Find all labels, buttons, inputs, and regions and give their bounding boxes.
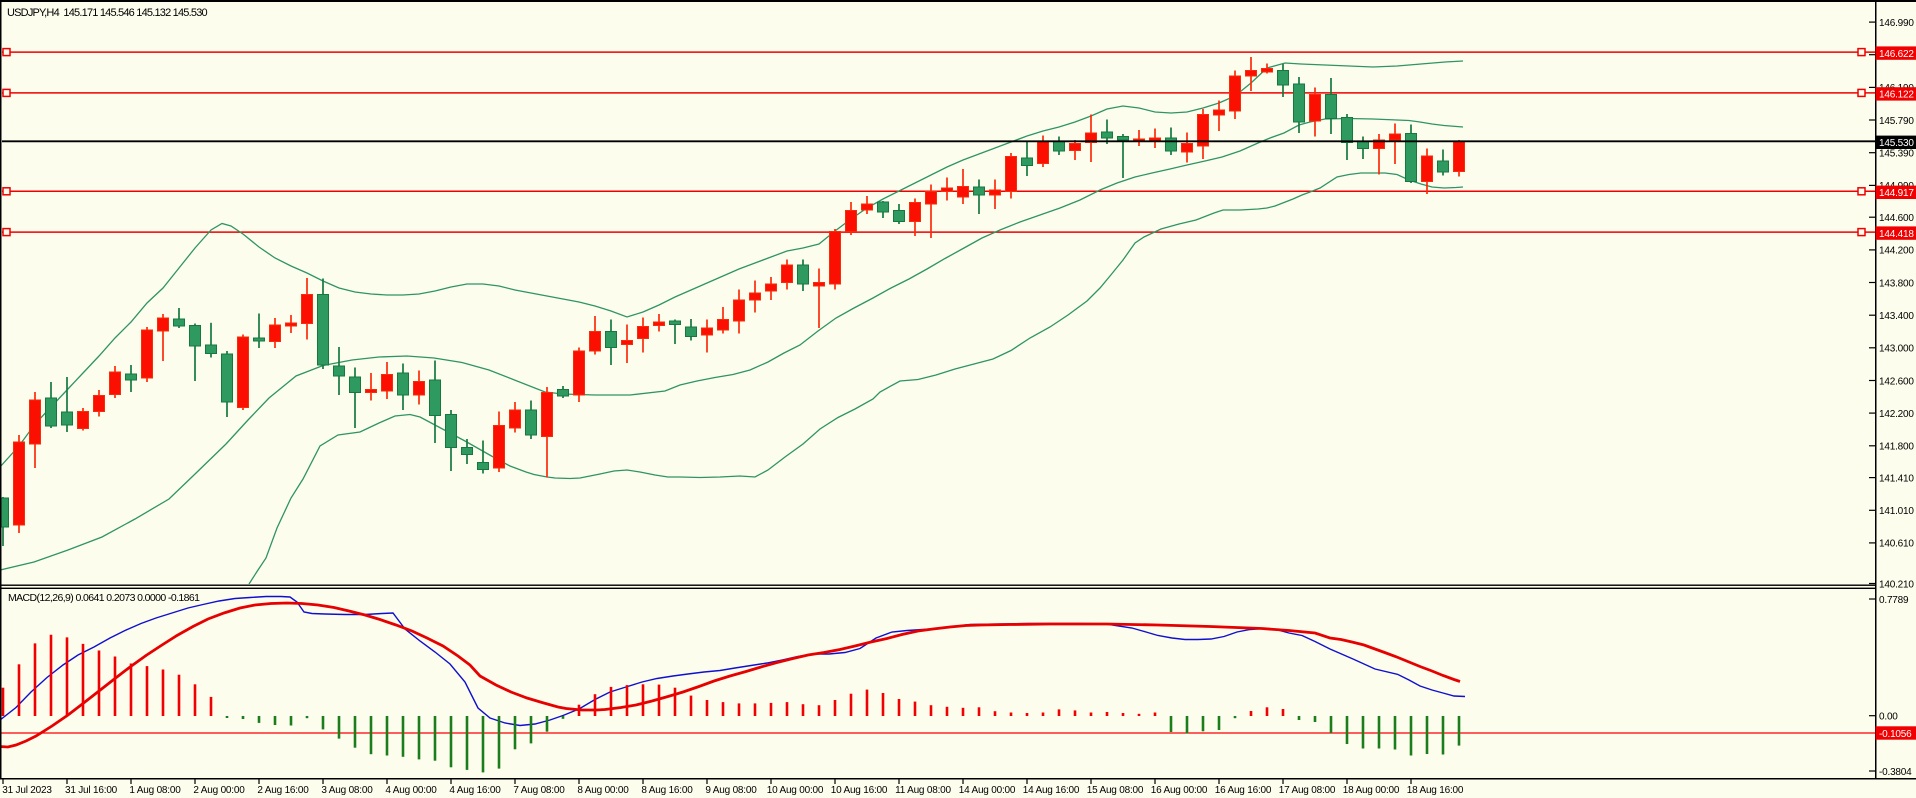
svg-text:145.390: 145.390 <box>1879 149 1914 160</box>
svg-text:144.418: 144.418 <box>1879 229 1914 240</box>
svg-text:146.622: 146.622 <box>1879 49 1914 60</box>
svg-text:144.600: 144.600 <box>1879 213 1914 224</box>
svg-text:145.530: 145.530 <box>1879 138 1914 149</box>
svg-text:15 Aug 08:00: 15 Aug 08:00 <box>1087 785 1144 796</box>
svg-text:18 Aug 16:00: 18 Aug 16:00 <box>1407 785 1464 796</box>
svg-text:17 Aug 08:00: 17 Aug 08:00 <box>1279 785 1336 796</box>
svg-text:14 Aug 00:00: 14 Aug 00:00 <box>959 785 1016 796</box>
svg-text:7 Aug 08:00: 7 Aug 08:00 <box>513 785 565 796</box>
svg-text:3 Aug 08:00: 3 Aug 08:00 <box>321 785 373 796</box>
svg-text:144.200: 144.200 <box>1879 246 1914 257</box>
svg-text:141.010: 141.010 <box>1879 506 1914 517</box>
svg-text:144.917: 144.917 <box>1879 188 1914 199</box>
svg-text:2 Aug 00:00: 2 Aug 00:00 <box>193 785 245 796</box>
svg-text:31 Jul 16:00: 31 Jul 16:00 <box>65 785 118 796</box>
svg-text:141.410: 141.410 <box>1879 473 1914 484</box>
svg-text:0.7789: 0.7789 <box>1879 595 1909 606</box>
svg-text:10 Aug 16:00: 10 Aug 16:00 <box>831 785 888 796</box>
svg-text:142.200: 142.200 <box>1879 409 1914 420</box>
svg-text:14 Aug 16:00: 14 Aug 16:00 <box>1023 785 1080 796</box>
svg-text:USDJPY,H4 145.171 145.546 145: USDJPY,H4 145.171 145.546 145.132 145.53… <box>7 7 208 19</box>
svg-text:145.790: 145.790 <box>1879 116 1914 127</box>
svg-text:16 Aug 16:00: 16 Aug 16:00 <box>1215 785 1272 796</box>
svg-text:16 Aug 00:00: 16 Aug 00:00 <box>1151 785 1208 796</box>
svg-text:0.00: 0.00 <box>1879 712 1898 723</box>
svg-text:146.990: 146.990 <box>1879 18 1914 29</box>
svg-text:MACD(12,26,9) 0.0641 0.2073 0.: MACD(12,26,9) 0.0641 0.2073 0.0000 -0.18… <box>8 592 200 604</box>
svg-text:10 Aug 00:00: 10 Aug 00:00 <box>767 785 824 796</box>
svg-text:143.000: 143.000 <box>1879 344 1914 355</box>
svg-text:-0.1056: -0.1056 <box>1879 729 1912 740</box>
svg-text:2 Aug 16:00: 2 Aug 16:00 <box>257 785 309 796</box>
svg-text:143.800: 143.800 <box>1879 278 1914 289</box>
svg-text:143.400: 143.400 <box>1879 311 1914 322</box>
svg-text:18 Aug 00:00: 18 Aug 00:00 <box>1343 785 1400 796</box>
svg-text:9 Aug 08:00: 9 Aug 08:00 <box>705 785 757 796</box>
svg-text:31 Jul 2023: 31 Jul 2023 <box>2 785 52 796</box>
svg-text:140.610: 140.610 <box>1879 539 1914 550</box>
svg-text:8 Aug 00:00: 8 Aug 00:00 <box>577 785 629 796</box>
svg-text:141.800: 141.800 <box>1879 442 1914 453</box>
svg-text:11 Aug 08:00: 11 Aug 08:00 <box>895 785 951 796</box>
svg-text:-0.3804: -0.3804 <box>1879 767 1912 778</box>
svg-text:8 Aug 16:00: 8 Aug 16:00 <box>641 785 693 796</box>
svg-text:4 Aug 00:00: 4 Aug 00:00 <box>385 785 437 796</box>
svg-text:1 Aug 08:00: 1 Aug 08:00 <box>129 785 181 796</box>
svg-text:4 Aug 16:00: 4 Aug 16:00 <box>449 785 501 796</box>
svg-text:142.600: 142.600 <box>1879 376 1914 387</box>
svg-text:140.210: 140.210 <box>1879 579 1914 590</box>
svg-text:146.122: 146.122 <box>1879 90 1914 101</box>
